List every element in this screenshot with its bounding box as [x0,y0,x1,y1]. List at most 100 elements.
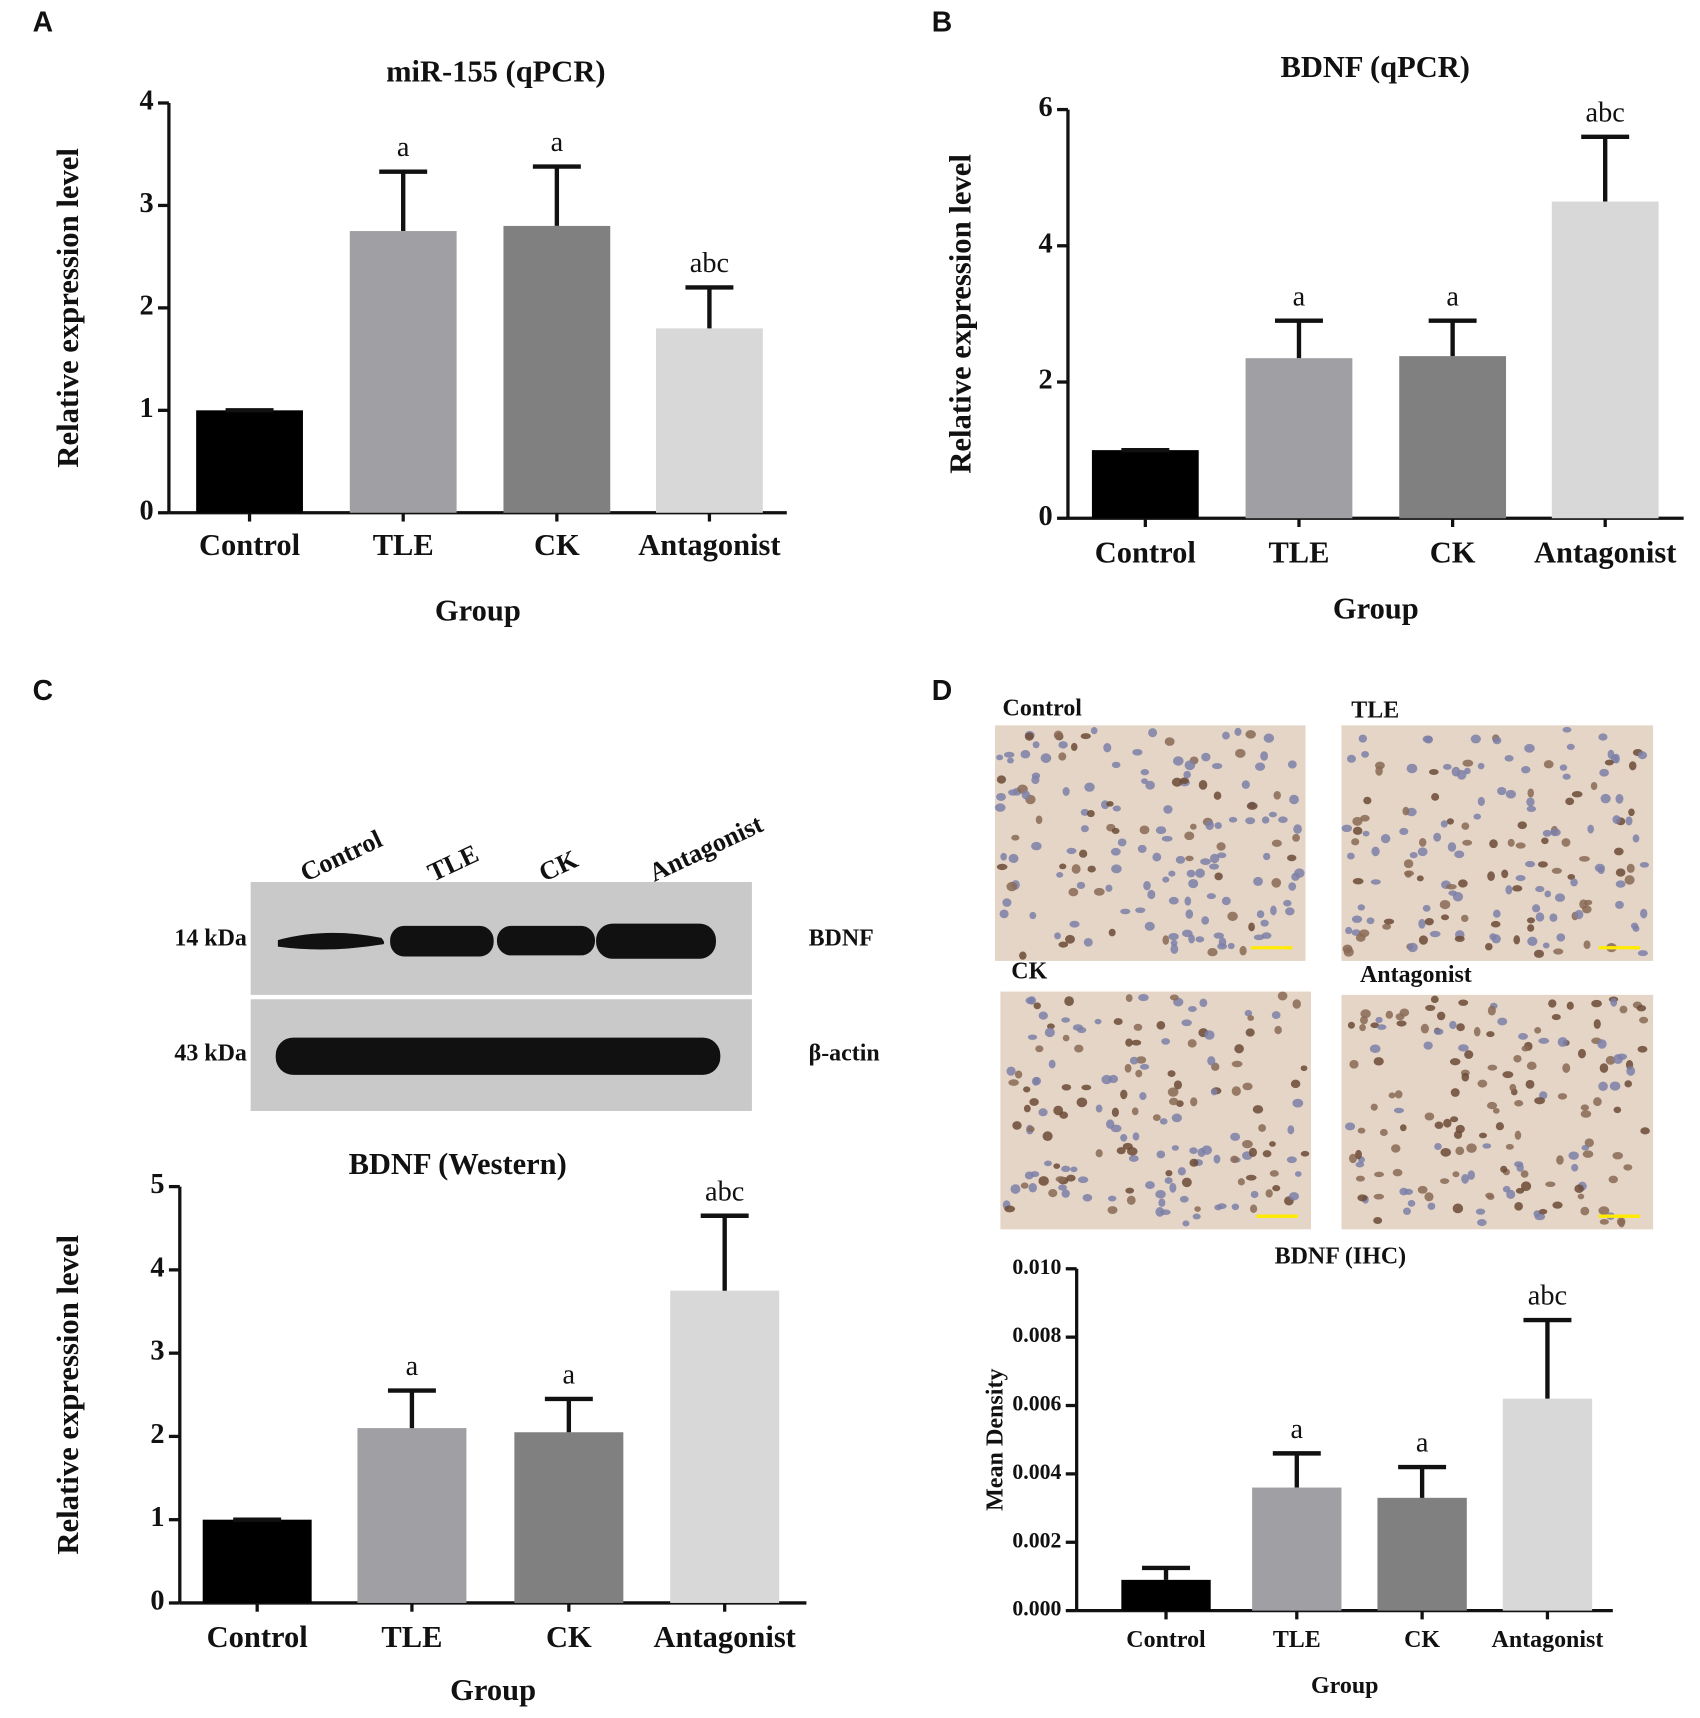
ihc-cell [1179,777,1189,785]
x-axis-label: Group [1333,591,1419,625]
ihc-cell [1288,1192,1300,1201]
ihc-cell [1139,1092,1147,1101]
ihc-cell [1195,868,1205,878]
ihc-cell [1637,950,1648,957]
ihc-cell [1020,1182,1029,1189]
ihc-cell [1023,1104,1031,1113]
ihc-cell [1159,1209,1171,1216]
ihc-cell [1260,919,1269,927]
y-tick-label: 3 [139,188,153,219]
ihc-cell [1059,1111,1069,1119]
ihc-cell [996,775,1007,784]
error-bar [379,169,428,232]
ihc-cell [1095,1149,1103,1158]
ihc-cell [1076,1097,1088,1108]
ihc-cell [1171,777,1183,787]
ihc-cell [1541,837,1549,845]
ihc-cell [1111,761,1121,769]
ihc-cell [1274,1025,1282,1035]
ihc-label: CK [1011,958,1047,984]
ihc-cell [1393,1107,1404,1114]
ihc-cell [1462,839,1473,846]
ihc-cell [1608,1175,1618,1184]
ihc-cell [1538,1037,1550,1044]
x-tick-label: CK [1404,1627,1440,1653]
ihc-cell [1064,996,1074,1007]
ihc-cell [1163,805,1173,814]
y-tick-label: 0.002 [1012,1528,1061,1552]
ihc-cell [1515,842,1526,849]
ihc-cell [1407,942,1418,953]
ihc-cell [1169,1182,1177,1193]
ihc-cell [1035,1045,1044,1053]
ihc-cell [1108,1195,1117,1202]
ihc-cell [1599,768,1610,777]
ihc-cell [1599,1063,1609,1073]
ihc-cell [1059,863,1067,870]
y-tick-label: 0.006 [1012,1391,1061,1415]
ihc-cell [1440,1178,1450,1184]
ihc-cell [1029,911,1037,920]
ihc-cell [1181,1019,1192,1027]
lane-label: TLE [423,839,483,888]
ihc-cell [1604,759,1614,766]
lane-label: Antagonist [645,809,768,887]
ihc-cell [1292,999,1301,1009]
bar [1399,356,1507,519]
ihc-cell [1446,818,1454,825]
ihc-cell [1027,1126,1035,1133]
ihc-cell [1542,829,1552,837]
ihc-cell [1025,997,1035,1005]
ihc-cell [1363,796,1372,805]
significance-label: abc [705,1176,744,1207]
ihc-cell [1131,1039,1142,1046]
ihc-cell [1008,853,1019,864]
ihc-cell [1535,885,1545,893]
ihc-cell [1108,928,1116,937]
y-tick-label: 2 [150,1419,164,1450]
ihc-cell [1070,742,1078,752]
ihc-cell [1185,855,1194,862]
ihc-cell [1278,816,1288,823]
ihc-cell [1466,1143,1477,1153]
ihc-cell [1429,930,1441,938]
ihc-cell [1292,833,1300,842]
ihc-cell [1379,1128,1388,1137]
ihc-cell [1380,833,1391,844]
ihc-cell [1461,1072,1470,1082]
x-tick-label: Control [1095,535,1196,569]
ihc-cell [1394,1090,1403,1099]
y-tick-label: 0 [150,1585,164,1616]
ihc-cell [1424,1112,1435,1121]
ihc-cell [1038,1108,1048,1117]
ihc-cell [1228,816,1238,823]
ihc-cell [1167,1070,1176,1077]
x-tick-label: CK [1430,535,1476,569]
ihc-cell [1103,743,1112,753]
ihc-cell [1201,916,1210,925]
ihc-cell [1497,1017,1508,1026]
ihc-cell [1612,1151,1624,1160]
ihc-cell [1553,948,1564,955]
ihc-cell [1078,849,1088,858]
x-tick-label: TLE [381,1620,442,1654]
bar [1377,1497,1467,1611]
y-tick-label: 2 [139,290,153,321]
ihc-cell [1086,809,1095,818]
ihc-cell [1272,1185,1281,1192]
ihc-cell [1567,873,1576,880]
ihc-cell [1187,1006,1197,1013]
band-size: 14 kDa [174,926,247,952]
ihc-cell [1477,1219,1487,1227]
ihc-cell [1093,887,1105,896]
ihc-cell [1594,863,1605,873]
ihc-cell [1375,766,1383,776]
ihc-cell [1357,1127,1366,1134]
bar [1252,1487,1342,1611]
ihc-cell [1286,854,1297,862]
ihc-cell [1184,831,1195,841]
ihc-label: TLE [1351,698,1399,724]
ihc-cell [1424,735,1433,744]
ihc-cell [1230,1132,1241,1141]
ihc-cell [1534,1097,1546,1105]
